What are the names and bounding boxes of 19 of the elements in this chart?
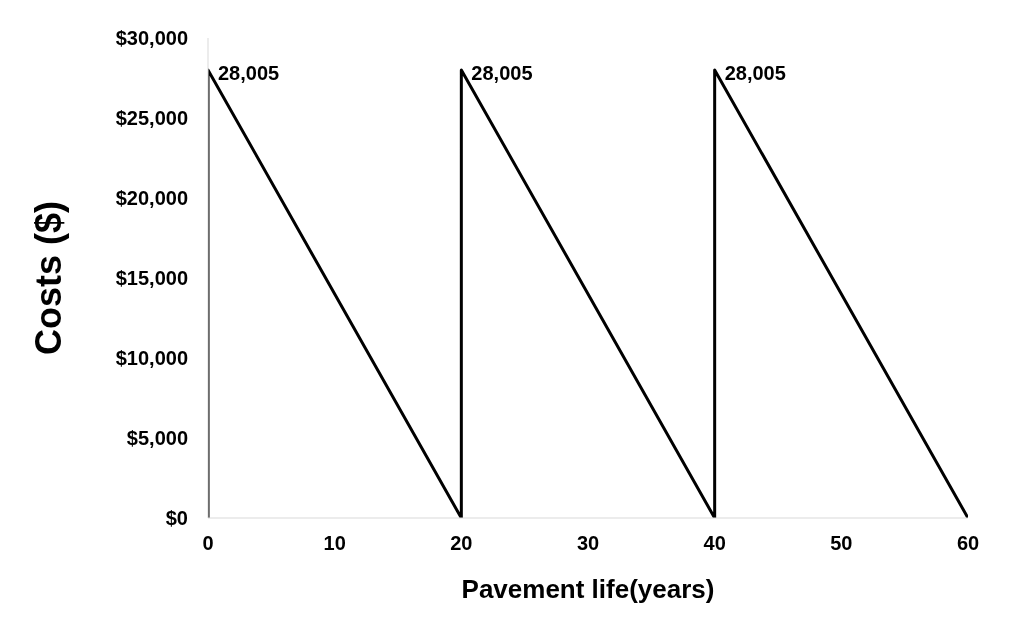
y-tick-label: $10,000 — [115, 347, 188, 370]
annotation: 28,005 — [724, 61, 786, 84]
y-axis-title: Costs ($) — [27, 200, 69, 356]
x-tick-label: 20 — [450, 532, 473, 555]
x-tick-label: 60 — [956, 532, 980, 555]
annotation: 28,005 — [471, 61, 533, 84]
y-tick-label: $20,000 — [115, 187, 188, 210]
x-tick-label: 10 — [323, 532, 346, 555]
annotation: 28,005 — [218, 61, 280, 84]
y-tick-label: $25,000 — [115, 107, 188, 130]
x-tick-label: 40 — [703, 532, 726, 555]
y-tick-label: $5,000 — [126, 427, 188, 450]
x-tick-label: 0 — [202, 532, 214, 555]
x-axis-title: Pavement life(years) — [461, 574, 715, 604]
y-tick-label: $15,000 — [115, 267, 188, 290]
y-tick-label: $30,000 — [115, 27, 188, 50]
y-tick-label: $0 — [165, 507, 188, 530]
x-tick-label: 30 — [576, 532, 600, 555]
x-tick-label: 50 — [830, 532, 853, 555]
